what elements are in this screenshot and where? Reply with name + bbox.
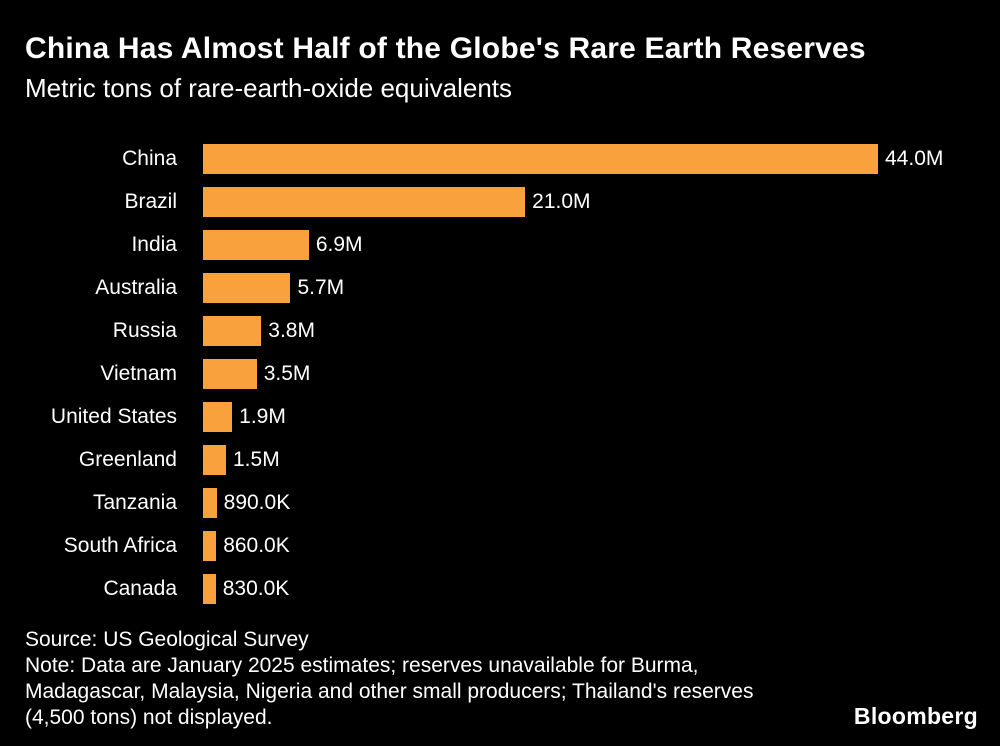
bar-track: 860.0K	[203, 530, 976, 561]
bar-row: China 44.0M	[25, 137, 976, 180]
category-label: Brazil	[124, 189, 177, 213]
bar-row: Brazil 21.0M	[25, 180, 976, 223]
bar-track: 3.5M	[203, 358, 976, 389]
bar-row: Russia 3.8M	[25, 309, 976, 352]
bar	[203, 143, 878, 174]
category-label: Greenland	[78, 447, 177, 471]
value-label: 3.8M	[268, 318, 315, 342]
value-label: 1.9M	[239, 404, 286, 428]
category-label: Australia	[95, 275, 177, 299]
bar-track: 5.7M	[203, 272, 976, 303]
footnote-line-1: Note: Data are January 2025 estimates; r…	[25, 654, 699, 677]
category-label: South Africa	[63, 533, 177, 557]
bloomberg-logo: Bloomberg	[853, 703, 978, 729]
bar-track: 21.0M	[203, 186, 976, 217]
bar-row: Australia 5.7M	[25, 266, 976, 309]
bar-row: Greenland 1.5M	[25, 438, 976, 481]
bar	[203, 401, 233, 432]
bar-track: 6.9M	[203, 229, 976, 260]
bar	[203, 530, 217, 561]
source-note: Source: US Geological Survey	[25, 628, 309, 651]
category-label: India	[131, 232, 177, 256]
value-label: 6.9M	[315, 232, 363, 256]
bar-row: Tanzania 890.0K	[25, 481, 976, 524]
bar-track: 1.9M	[203, 401, 976, 432]
category-label: United States	[50, 404, 177, 428]
category-label: China	[122, 146, 177, 170]
value-label: 860.0K	[223, 533, 290, 557]
bar-track: 830.0K	[203, 573, 976, 604]
category-label: Russia	[112, 318, 177, 342]
bar-row: Canada 830.0K	[25, 567, 976, 610]
category-label: Tanzania	[92, 490, 177, 514]
footnote-line-3: (4,500 tons) not displayed.	[25, 706, 273, 729]
category-label: Vietnam	[100, 361, 177, 385]
value-label: 44.0M	[885, 146, 944, 170]
value-label: 890.0K	[223, 490, 291, 514]
bar	[203, 358, 257, 389]
bar	[203, 487, 217, 518]
bar	[203, 573, 216, 604]
value-label: 5.7M	[297, 275, 345, 299]
bar-row: South Africa 860.0K	[25, 524, 976, 567]
bar	[203, 229, 309, 260]
footnote-line-2: Madagascar, Malaysia, Nigeria and other …	[25, 680, 754, 703]
chart-footer: Source: US Geological Survey Note: Data …	[25, 627, 976, 731]
bar-row: United States 1.9M	[25, 395, 976, 438]
category-label: Canada	[103, 576, 177, 600]
bar	[203, 315, 262, 346]
value-label: 3.5M	[263, 361, 311, 385]
bar-track: 890.0K	[203, 487, 976, 518]
bar-track: 44.0M	[203, 143, 976, 174]
chart-subtitle: Metric tons of rare-earth-oxide equivale…	[25, 73, 513, 103]
bar-rows: China 44.0M Brazil 21.0M India 6.9M Australia 5…	[25, 137, 976, 610]
bar-track: 1.5M	[203, 444, 976, 475]
bar	[203, 444, 226, 475]
value-label: 1.5M	[233, 447, 280, 471]
bar-row: India 6.9M	[25, 223, 976, 266]
bar	[203, 186, 526, 217]
bar-track: 3.8M	[203, 315, 976, 346]
bar-row: Vietnam 3.5M	[25, 352, 976, 395]
value-label: 830.0K	[222, 576, 290, 600]
bar	[203, 272, 291, 303]
chart-title: China Has Almost Half of the Globe's Rar…	[25, 32, 866, 65]
value-label: 21.0M	[532, 189, 591, 213]
